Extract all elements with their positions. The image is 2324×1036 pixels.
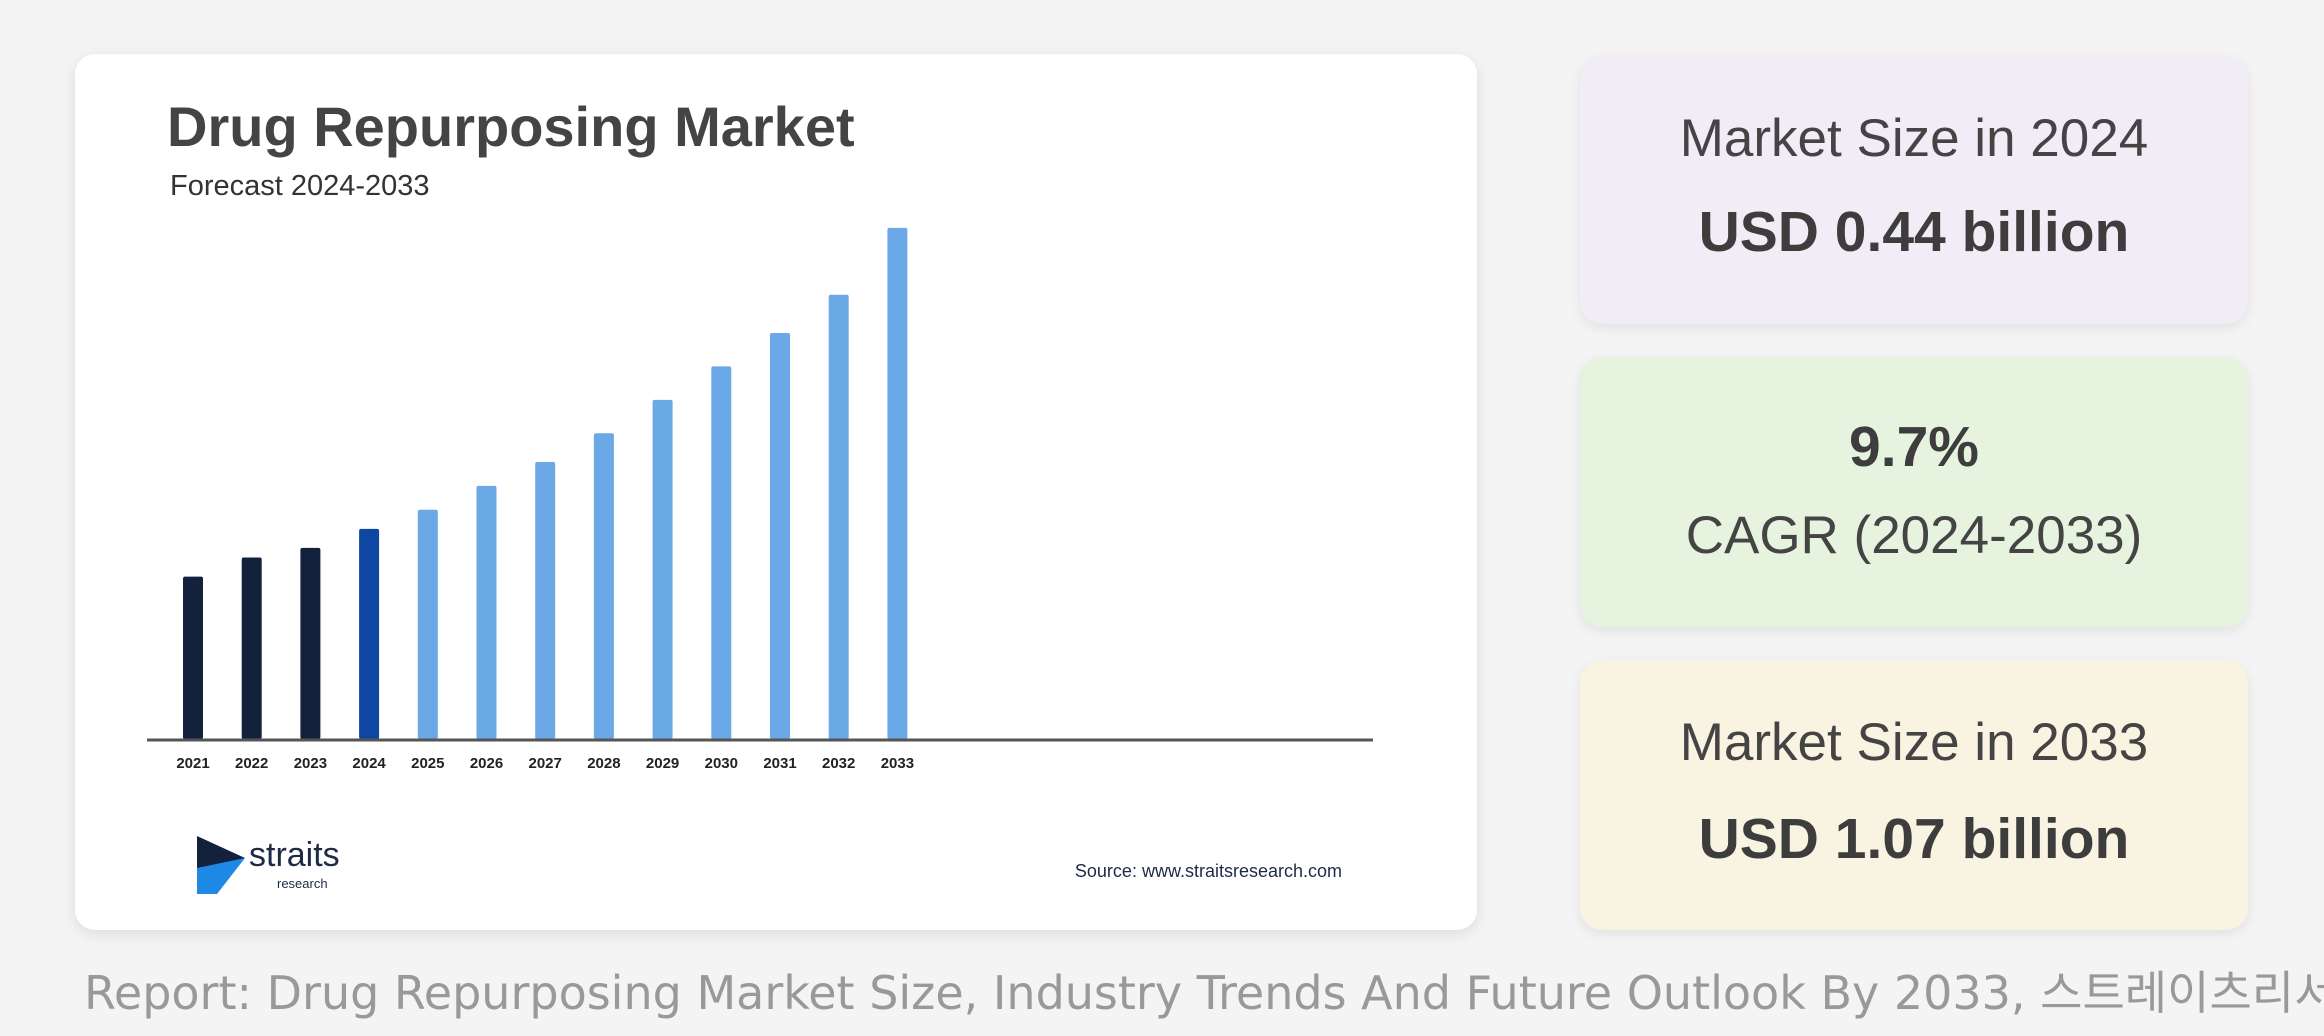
- x-tick-label: 2022: [235, 755, 268, 772]
- chart-title: Drug Repurposing Market: [167, 95, 855, 158]
- bar-2027: [535, 461, 556, 739]
- x-tick-label: 2029: [646, 755, 679, 772]
- straits-logo: straits research: [195, 834, 365, 904]
- bar-2024: [359, 528, 380, 739]
- x-tick-label: 2032: [822, 755, 855, 772]
- bar-2026: [476, 485, 497, 739]
- x-tick-label: 2025: [411, 755, 444, 772]
- x-tick-label: 2028: [587, 755, 620, 772]
- x-tick-label: 2030: [705, 755, 738, 772]
- bar-chart: 2021 2022 2023 2024 2025 2026 2027 2028 2029 2030…: [147, 227, 1373, 772]
- bar-2021: [183, 576, 203, 739]
- bar-2023: [300, 547, 321, 739]
- stat-value-cagr: 9.7%: [1849, 415, 1979, 479]
- bar-2033: [887, 227, 908, 740]
- stat-card-market-2033: Market Size in 2033 USD 1.07 billion: [1580, 660, 2248, 930]
- logo-subtext: research: [277, 876, 328, 891]
- x-tick-label: 2024: [352, 755, 386, 772]
- stat-label-market-2024: Market Size in 2024: [1679, 109, 2149, 168]
- bar-2031: [770, 332, 790, 739]
- source-note: Source: www.straitsresearch.com: [1074, 861, 1342, 881]
- stat-value-market-2024: USD 0.44 billion: [1698, 200, 2130, 264]
- x-tick-label: 2031: [763, 755, 796, 772]
- bar-2025: [417, 509, 438, 739]
- bar-2028: [593, 433, 614, 739]
- stat-value-market-2033: USD 1.07 billion: [1698, 807, 2130, 871]
- chart-subtitle: Forecast 2024-2033: [170, 170, 430, 202]
- bar-2032: [828, 294, 849, 739]
- x-tick-label: 2021: [176, 755, 209, 772]
- stat-card-cagr: 9.7% CAGR (2024-2033): [1580, 357, 2248, 627]
- chart-card: Drug Repurposing Market Forecast 2024-20…: [75, 54, 1477, 930]
- logo-wordmark: straits: [249, 836, 340, 874]
- report-caption: Report: Drug Repurposing Market Size, In…: [84, 966, 2324, 1020]
- stat-card-market-2024: Market Size in 2024 USD 0.44 billion: [1580, 56, 2248, 324]
- bar-2029: [652, 399, 673, 739]
- stat-label-market-2033: Market Size in 2033: [1679, 713, 2149, 772]
- x-tick-label: 2026: [470, 755, 503, 772]
- x-tick-label: 2033: [881, 755, 914, 772]
- straits-arrow-icon: [197, 836, 245, 894]
- x-tick-label: 2023: [294, 755, 327, 772]
- x-tick-label: 2027: [529, 755, 562, 772]
- bar-2022: [241, 557, 262, 739]
- stat-label-cagr: CAGR (2024-2033): [1685, 506, 2143, 565]
- bar-2030: [711, 366, 732, 739]
